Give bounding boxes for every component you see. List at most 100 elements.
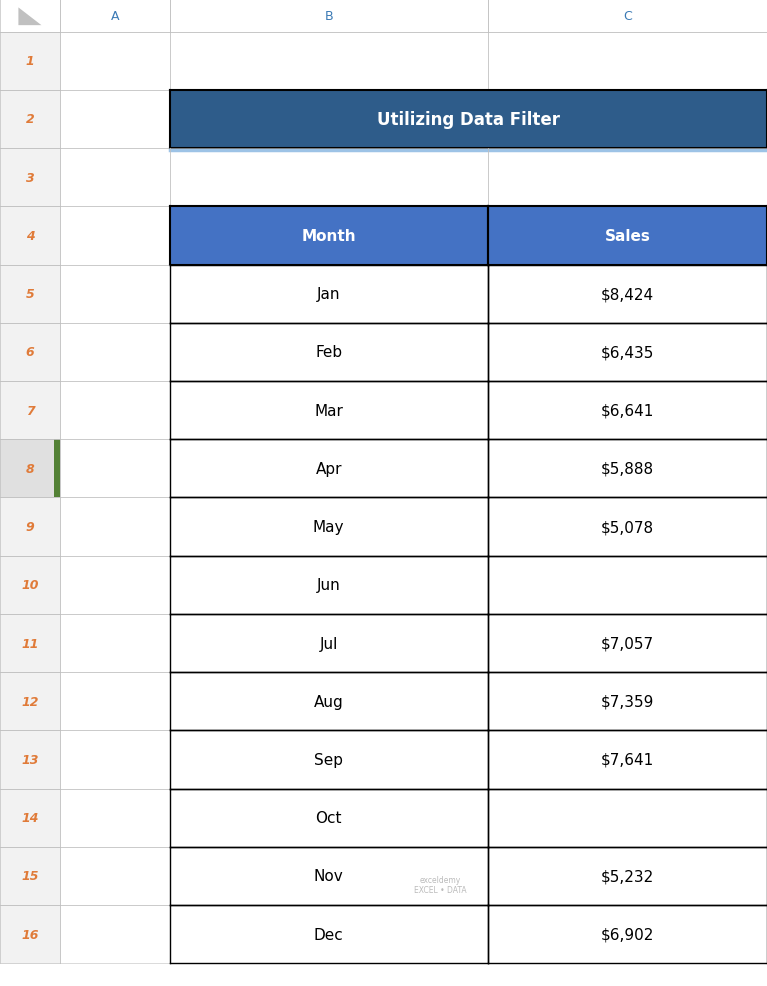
Bar	[488, 323, 767, 382]
Text: $7,641: $7,641	[601, 752, 654, 767]
Bar	[488, 265, 767, 323]
Bar	[60, 672, 170, 731]
Bar	[488, 614, 767, 672]
Bar	[0, 33, 60, 91]
Bar	[0, 91, 60, 149]
Bar	[0, 731, 60, 789]
Text: $8,424: $8,424	[601, 287, 654, 302]
Text: 13: 13	[21, 753, 38, 766]
Bar	[0, 614, 60, 672]
Text: Month: Month	[301, 229, 356, 244]
Bar	[0, 0, 60, 33]
Text: $7,359: $7,359	[601, 694, 654, 709]
Text: Sep: Sep	[314, 752, 343, 767]
Bar	[170, 731, 488, 789]
Bar	[0, 789, 60, 847]
Bar	[488, 382, 767, 440]
Text: Feb: Feb	[315, 345, 342, 360]
Bar	[0, 265, 60, 323]
Bar	[0, 207, 60, 265]
Text: exceldemy
EXCEL • DATA: exceldemy EXCEL • DATA	[413, 876, 466, 894]
Bar	[60, 789, 170, 847]
Bar	[60, 382, 170, 440]
Bar	[170, 207, 488, 265]
Bar	[170, 789, 488, 847]
Text: Nov: Nov	[314, 869, 344, 883]
Text: $5,888: $5,888	[601, 461, 654, 476]
Text: $7,057: $7,057	[601, 636, 654, 651]
Bar	[60, 614, 170, 672]
Polygon shape	[18, 9, 41, 26]
Bar	[0, 382, 60, 440]
Bar	[170, 91, 767, 149]
Bar	[488, 789, 767, 847]
Bar	[170, 265, 488, 323]
Text: Jul: Jul	[320, 636, 337, 651]
Text: Sales: Sales	[604, 229, 650, 244]
Bar	[0, 323, 60, 382]
Text: Mar: Mar	[314, 403, 343, 418]
Text: $6,902: $6,902	[601, 927, 654, 942]
Bar	[170, 382, 488, 440]
Text: 15: 15	[21, 870, 38, 882]
Bar	[60, 440, 170, 498]
Bar	[60, 847, 170, 905]
Text: $5,232: $5,232	[601, 869, 654, 883]
Bar	[0, 556, 60, 614]
Bar	[488, 556, 767, 614]
Bar	[60, 731, 170, 789]
Text: Oct: Oct	[315, 810, 342, 825]
Bar	[60, 149, 170, 207]
Text: 11: 11	[21, 637, 38, 650]
Text: 9: 9	[25, 521, 35, 533]
Text: B: B	[324, 10, 333, 23]
Bar	[0, 498, 60, 556]
Bar	[54, 440, 60, 498]
Bar	[170, 905, 488, 963]
Text: Jan: Jan	[317, 287, 341, 302]
Bar	[488, 847, 767, 905]
Bar	[0, 149, 60, 207]
Bar	[488, 905, 767, 963]
Bar	[0, 847, 60, 905]
Text: C: C	[623, 10, 632, 23]
Bar	[60, 556, 170, 614]
Bar	[488, 731, 767, 789]
Bar	[60, 33, 170, 91]
Bar	[488, 672, 767, 731]
Text: A: A	[110, 10, 119, 23]
Bar	[60, 498, 170, 556]
Text: May: May	[313, 520, 344, 534]
Text: $5,078: $5,078	[601, 520, 654, 534]
Bar	[0, 905, 60, 963]
Text: Apr: Apr	[315, 461, 342, 476]
Text: 2: 2	[25, 113, 35, 126]
Text: 7: 7	[25, 404, 35, 417]
Bar	[170, 614, 488, 672]
Bar	[170, 323, 488, 382]
Bar	[170, 498, 488, 556]
Bar	[170, 672, 488, 731]
Text: 1: 1	[25, 55, 35, 68]
Bar	[488, 0, 767, 33]
Text: Dec: Dec	[314, 927, 344, 942]
Text: 4: 4	[25, 230, 35, 243]
Text: 5: 5	[25, 288, 35, 301]
Text: 10: 10	[21, 579, 38, 592]
Bar	[170, 0, 488, 33]
Bar	[60, 91, 170, 149]
Bar	[488, 498, 767, 556]
Bar	[170, 847, 488, 905]
Bar	[60, 905, 170, 963]
Text: Jun: Jun	[317, 578, 341, 593]
Text: 14: 14	[21, 811, 38, 824]
Text: Utilizing Data Filter: Utilizing Data Filter	[377, 110, 560, 129]
Bar	[60, 207, 170, 265]
Text: 12: 12	[21, 695, 38, 708]
Bar	[488, 440, 767, 498]
Text: 6: 6	[25, 346, 35, 359]
Bar	[170, 33, 767, 91]
Bar	[60, 323, 170, 382]
Text: 8: 8	[25, 462, 35, 475]
Text: Aug: Aug	[314, 694, 344, 709]
